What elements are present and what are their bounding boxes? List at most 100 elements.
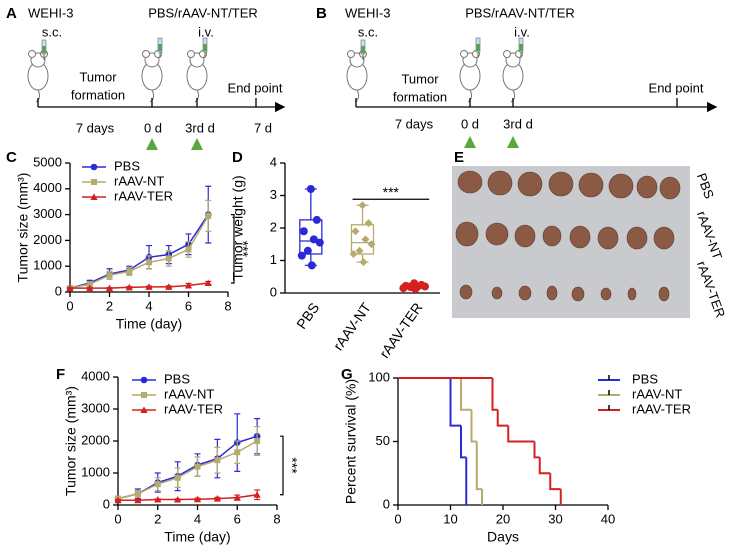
survival-step [538, 457, 551, 475]
legend-marker [91, 179, 97, 185]
point [154, 495, 162, 503]
survival-step [470, 409, 477, 443]
point [184, 281, 193, 289]
x-tick-label: 20 [496, 511, 510, 526]
legend-label: PBS [114, 158, 140, 173]
series-line [69, 214, 209, 289]
y-axis-label: Percent survival (%) [343, 379, 359, 504]
point [125, 283, 133, 291]
time-label: 7 days [76, 120, 115, 135]
survival-step [496, 409, 509, 427]
legend-label: rAAV-TER [164, 401, 223, 416]
point [306, 185, 315, 193]
point [134, 490, 141, 497]
point [315, 238, 324, 247]
point [114, 496, 122, 504]
x-tick-label: 0 [394, 511, 401, 526]
point [214, 457, 221, 464]
y-tick-label: 2000 [81, 432, 110, 447]
legend-label: rAAV-NT [114, 173, 164, 188]
legend-label: rAAV-TER [632, 401, 691, 416]
x-tick-label: 10 [443, 511, 457, 526]
phase: Tumor [79, 69, 117, 84]
point [204, 279, 212, 286]
row-label: rAAV-TER [694, 259, 728, 320]
x-axis-label: Time (day) [116, 316, 182, 332]
route: i.v. [514, 24, 530, 39]
panel-letter: G [341, 366, 353, 383]
x-tick-label: 6 [185, 298, 192, 313]
legend-marker [90, 163, 98, 171]
y-tick-label: 0 [55, 283, 62, 298]
series-line [70, 282, 209, 289]
legend-marker [141, 392, 147, 398]
x-tick-label: 2 [154, 511, 161, 526]
y-tick-label: 1000 [33, 258, 62, 273]
point [303, 246, 312, 255]
point [299, 227, 308, 236]
x-axis-label: Time (day) [164, 529, 230, 545]
x-axis-label: Days [487, 529, 519, 545]
point [254, 438, 261, 444]
survival-step [549, 473, 561, 491]
row-label: PBS [694, 171, 717, 201]
y-tick-label: 1000 [81, 464, 110, 479]
y-tick-label: 5000 [33, 154, 62, 169]
survival-step [449, 378, 461, 427]
significance: *** [235, 241, 251, 258]
survival-step [491, 378, 498, 411]
legend-marker [90, 193, 98, 200]
survival-step [460, 378, 472, 411]
route: i.v. [198, 24, 214, 39]
x-tick-label: 6 [234, 511, 241, 526]
panel-letter: E [454, 149, 464, 166]
x-tick-label: 2 [106, 298, 113, 313]
y-tick-label: 2 [270, 219, 277, 234]
point [174, 474, 181, 481]
point [233, 494, 241, 501]
y-tick-label: 100 [368, 369, 390, 384]
point [213, 495, 221, 502]
point [399, 284, 408, 293]
point [205, 212, 212, 219]
end-label: End point [228, 80, 283, 95]
panel-a: A WEHI-3 s.c. PBS/rAAV-NT/TER i.v. Tumor… [6, 5, 286, 150]
y-tick-label: 0 [270, 284, 277, 299]
point [307, 261, 316, 270]
y-tick-label: 2000 [33, 232, 62, 247]
cell-line: WEHI-3 [345, 5, 391, 20]
y-tick-label: 0 [383, 496, 390, 511]
significance: *** [383, 184, 400, 200]
time-label: 7 days [395, 116, 434, 131]
point [174, 495, 182, 503]
injection-arrow [464, 136, 519, 148]
point [358, 201, 367, 210]
point [66, 284, 74, 292]
route: s.c. [358, 24, 378, 39]
panel-letter: D [232, 149, 243, 166]
x-tick-label: PBS [293, 300, 322, 332]
whisker [304, 188, 317, 267]
point [146, 259, 152, 266]
point [86, 281, 93, 288]
point [297, 251, 306, 260]
phase: formation [71, 87, 125, 102]
y-tick-label: 3000 [33, 206, 62, 221]
y-tick-label: 3000 [81, 400, 110, 415]
point [105, 284, 114, 292]
tumors [455, 170, 681, 302]
panel-letter: C [6, 149, 17, 166]
panel-b: B WEHI-3 s.c. PBS/rAAV-NT/TER i.v. Tumor… [316, 5, 718, 148]
time-label: 3rd d [503, 116, 533, 131]
x-tick-label: 40 [601, 511, 615, 526]
point [309, 235, 318, 244]
point [420, 282, 429, 291]
point [253, 491, 261, 498]
legend-label: rAAV-NT [632, 386, 682, 401]
point [145, 283, 153, 290]
treatment: PBS/rAAV-NT/TER [465, 5, 575, 20]
point [361, 235, 370, 244]
x-tick-label: 4 [194, 511, 201, 526]
time-label: 3rd d [185, 120, 215, 135]
